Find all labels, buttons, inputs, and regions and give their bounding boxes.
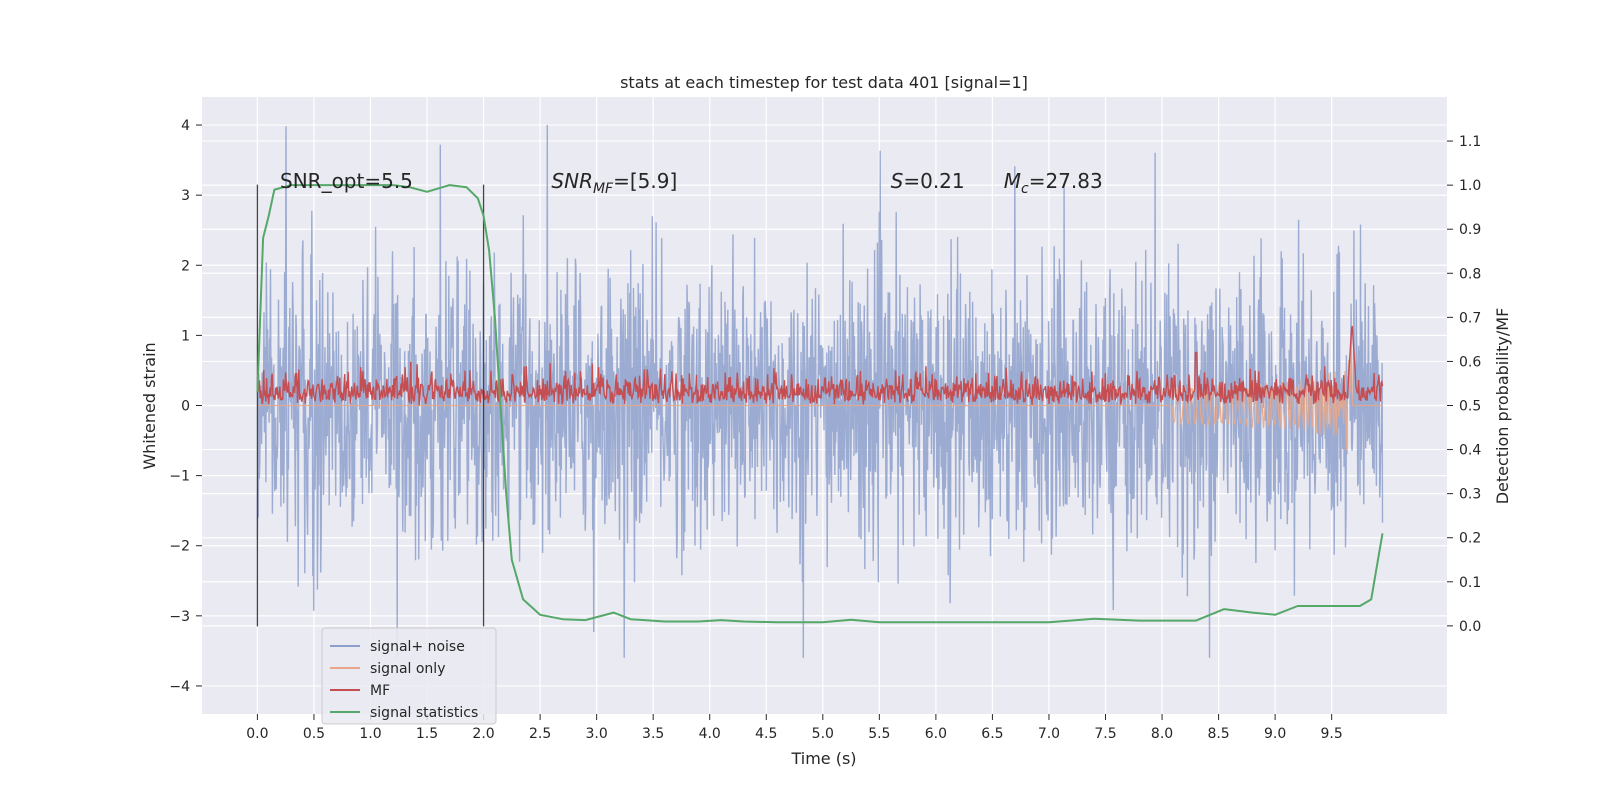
legend: signal+ noise signal only MF signal statist… [321,627,497,725]
y-tick-label-left: 2 [181,258,190,274]
y-tick-label-left: 0 [181,399,190,415]
x-tick-label: 8.0 [1151,726,1173,742]
x-tick-label: 6.0 [925,726,947,742]
vertical-markers [256,184,485,627]
y-tick-label-right: 0.2 [1459,531,1481,547]
y-axis-left-label: Whitened strain [140,342,159,469]
y-tick-label-left: 3 [181,188,190,204]
y-tick-label-right: 0.5 [1459,399,1481,415]
legend-label: signal+ noise [370,639,465,655]
x-axis-label: Time (s) [790,749,856,768]
y-tick-label-right: 0.4 [1459,443,1481,459]
y-tick-label-left: −1 [169,469,190,485]
annotation-text: SNRMF=[5.9] [551,169,677,197]
x-tick-label: 3.5 [642,726,664,742]
x-tick-label: 5.5 [868,726,890,742]
series-signal-only [257,343,1383,451]
series-signal-statistics [256,184,1384,624]
y-tick-label-right: 0.6 [1459,354,1481,370]
x-tick-label: 1.5 [416,726,438,742]
y-tick-label-right: 0.0 [1459,619,1481,635]
x-tick-label: 9.5 [1321,726,1343,742]
x-tick-label: 2.5 [529,726,551,742]
x-tick-label: 7.0 [1038,726,1060,742]
y-axis-right-label: Detection probability/MF [1493,308,1512,505]
chart-title: stats at each timestep for test data 401… [620,73,1028,92]
x-axis-ticks: 0.0 0.5 1.0 1.5 2.0 2.5 3.0 3.5 4.0 4.5 5.0 5.5 6.0 6… [246,714,1343,742]
annotation-text: SNR_opt=5.5 [280,169,413,193]
x-tick-label: 2.0 [472,726,494,742]
x-tick-label: 5.0 [812,726,834,742]
y-axis-left-ticks: −4 −3 −2 −1 0 1 2 3 4 [169,118,202,695]
x-tick-label: 0.5 [303,726,325,742]
signal-statistics-line [256,184,1384,624]
y-tick-label-left: 4 [181,118,190,134]
mf-line [256,325,1384,406]
legend-label: MF [370,683,390,699]
legend-label: signal only [370,661,445,677]
series-mf [256,325,1384,406]
y-tick-label-right: 0.9 [1459,222,1481,238]
noise-line [256,124,1384,658]
annotation-text: S=0.21 [891,169,965,193]
x-tick-label: 9.0 [1264,726,1286,742]
signal-only-line [257,343,1383,451]
y-axis-right-ticks: 0.0 0.1 0.2 0.3 0.4 0.5 0.6 0.7 0.8 0.9 1.0 1.1 [1447,134,1481,635]
annotations: SNR_opt=5.5 SNRMF=[5.9] S=0.21 Mc=27.83 [280,169,1103,197]
x-tick-label: 3.0 [586,726,608,742]
x-tick-label: 1.0 [359,726,381,742]
y-tick-label-left: −4 [169,679,190,695]
legend-box [321,627,497,725]
y-tick-label-right: 0.7 [1459,310,1481,326]
legend-label: signal statistics [370,705,478,721]
y-tick-label-right: 1.0 [1459,178,1481,194]
y-tick-label-left: −2 [169,539,190,555]
y-tick-label-right: 0.8 [1459,266,1481,282]
x-tick-label: 8.5 [1207,726,1229,742]
y-tick-label-right: 0.3 [1459,487,1481,503]
y-tick-label-left: 1 [181,328,190,344]
x-tick-label: 0.0 [246,726,268,742]
annotation-text: Mc=27.83 [1004,169,1103,197]
x-tick-label: 6.5 [981,726,1003,742]
series-signal-noise [256,124,1384,658]
x-tick-label: 7.5 [1094,726,1116,742]
x-tick-label: 4.0 [699,726,721,742]
y-tick-label-right: 0.1 [1459,575,1481,591]
y-tick-label-left: −3 [169,609,190,625]
y-tick-label-right: 1.1 [1459,134,1481,150]
x-tick-label: 4.5 [755,726,777,742]
